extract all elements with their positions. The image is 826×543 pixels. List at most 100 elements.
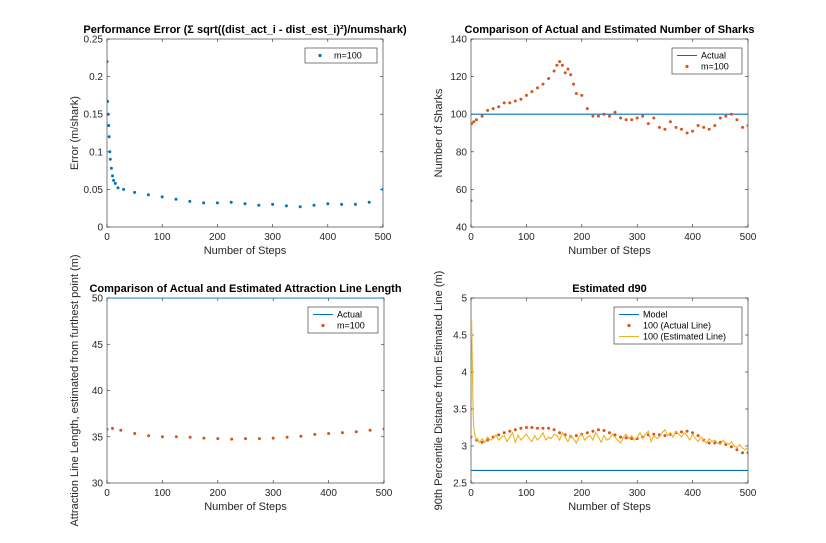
data-point [580, 93, 584, 97]
chart-1: 0 100 200 300 400 500 0 0.05 0.1 0.15 0.2 0.25Perfo… [69, 24, 407, 257]
data-point [480, 114, 484, 118]
data-point [471, 122, 474, 126]
data-point [674, 125, 678, 129]
data-point [574, 434, 578, 438]
y-tick-label: 140 [450, 35, 467, 46]
y-tick-label: 40 [456, 223, 468, 234]
x-tick-label: 200 [573, 232, 590, 243]
data-point [602, 112, 606, 116]
data-point [133, 432, 137, 435]
data-point [718, 116, 722, 120]
x-tick-label: 400 [319, 232, 336, 243]
chart-title: Performance Error (Σ sqrt((dist_act_i - … [83, 24, 407, 36]
data-point [652, 116, 656, 120]
data-point [558, 60, 562, 64]
data-point [663, 434, 667, 438]
data-point [353, 202, 357, 206]
data-point [354, 430, 358, 434]
data-point [519, 97, 523, 101]
data-point [735, 118, 739, 122]
data-point [608, 114, 611, 118]
data-point [536, 426, 539, 430]
x-axis-label: Number of Steps [204, 245, 287, 257]
plot-area [106, 38, 384, 228]
x-tick-label: 500 [740, 488, 757, 499]
data-point [108, 157, 112, 161]
y-tick-label: 50 [92, 294, 104, 305]
legend-marker-1 [318, 53, 322, 58]
data-point [368, 428, 372, 432]
x-tick-label: 0 [468, 488, 474, 499]
data-point [472, 120, 476, 124]
data-point [630, 118, 634, 122]
data-point [646, 122, 650, 126]
data-point [340, 202, 344, 206]
data-point [735, 448, 739, 452]
data-point [107, 427, 109, 431]
data-point [566, 67, 570, 71]
data-point [608, 431, 611, 435]
data-point [569, 73, 573, 77]
data-point [243, 202, 247, 206]
y-tick-label: 4.5 [453, 331, 467, 342]
data-point [108, 150, 112, 154]
data-point [530, 90, 534, 94]
data-point [257, 203, 261, 207]
data-point [724, 114, 728, 118]
data-point [691, 431, 695, 435]
data-point [471, 199, 473, 203]
chart-2: 0 100 200 300 400 500 40 60 80 100 120 140Compariso… [433, 24, 757, 257]
x-tick-label: 500 [375, 232, 392, 243]
data-layer [107, 298, 384, 441]
data-point [271, 436, 275, 440]
x-axis-label: Number of Steps [568, 245, 651, 257]
legend-box [671, 47, 743, 75]
data-point [530, 426, 534, 429]
data-point [160, 195, 164, 199]
x-axis-label: Number of Steps [568, 501, 651, 513]
data-point [635, 116, 639, 120]
y-tick-label: 100 [450, 110, 467, 121]
data-point [229, 200, 233, 204]
data-point [572, 82, 575, 86]
data-point [713, 124, 717, 127]
data-point [707, 441, 711, 445]
data-point [652, 432, 656, 436]
legend-box [613, 306, 743, 345]
data-point [174, 197, 178, 201]
y-tick-label: 30 [92, 479, 104, 490]
data-point [230, 437, 234, 441]
legend-label-1: Model [643, 310, 668, 320]
data-point [619, 435, 623, 439]
y-tick-label: 0 [97, 223, 103, 234]
data-point [680, 127, 683, 131]
legend-marker-2 [685, 64, 689, 69]
y-tick-label: 3 [461, 442, 467, 453]
legend-box [307, 306, 379, 334]
data-point [160, 435, 164, 439]
data-point [486, 108, 490, 112]
data-point [112, 178, 116, 182]
data-point [111, 174, 114, 178]
data-point [558, 431, 562, 435]
data-point [471, 435, 473, 439]
y-axis-label: Error (m/shark) [69, 96, 81, 170]
x-tick-label: 400 [320, 488, 337, 499]
x-tick-label: 300 [265, 488, 282, 499]
data-point [367, 200, 371, 204]
x-axis-label: Number of Steps [204, 501, 287, 513]
legend-label-1: Actual [701, 51, 726, 61]
data-point [596, 428, 600, 432]
x-tick-label: 100 [518, 488, 535, 499]
data-point [480, 440, 484, 444]
data-point [613, 110, 617, 114]
y-tick-label: 2.5 [453, 479, 467, 490]
data-point [513, 428, 517, 432]
data-point [536, 86, 539, 90]
data-point [668, 120, 672, 124]
data-point [502, 431, 506, 435]
x-tick-label: 200 [573, 488, 590, 499]
data-point [312, 203, 316, 207]
